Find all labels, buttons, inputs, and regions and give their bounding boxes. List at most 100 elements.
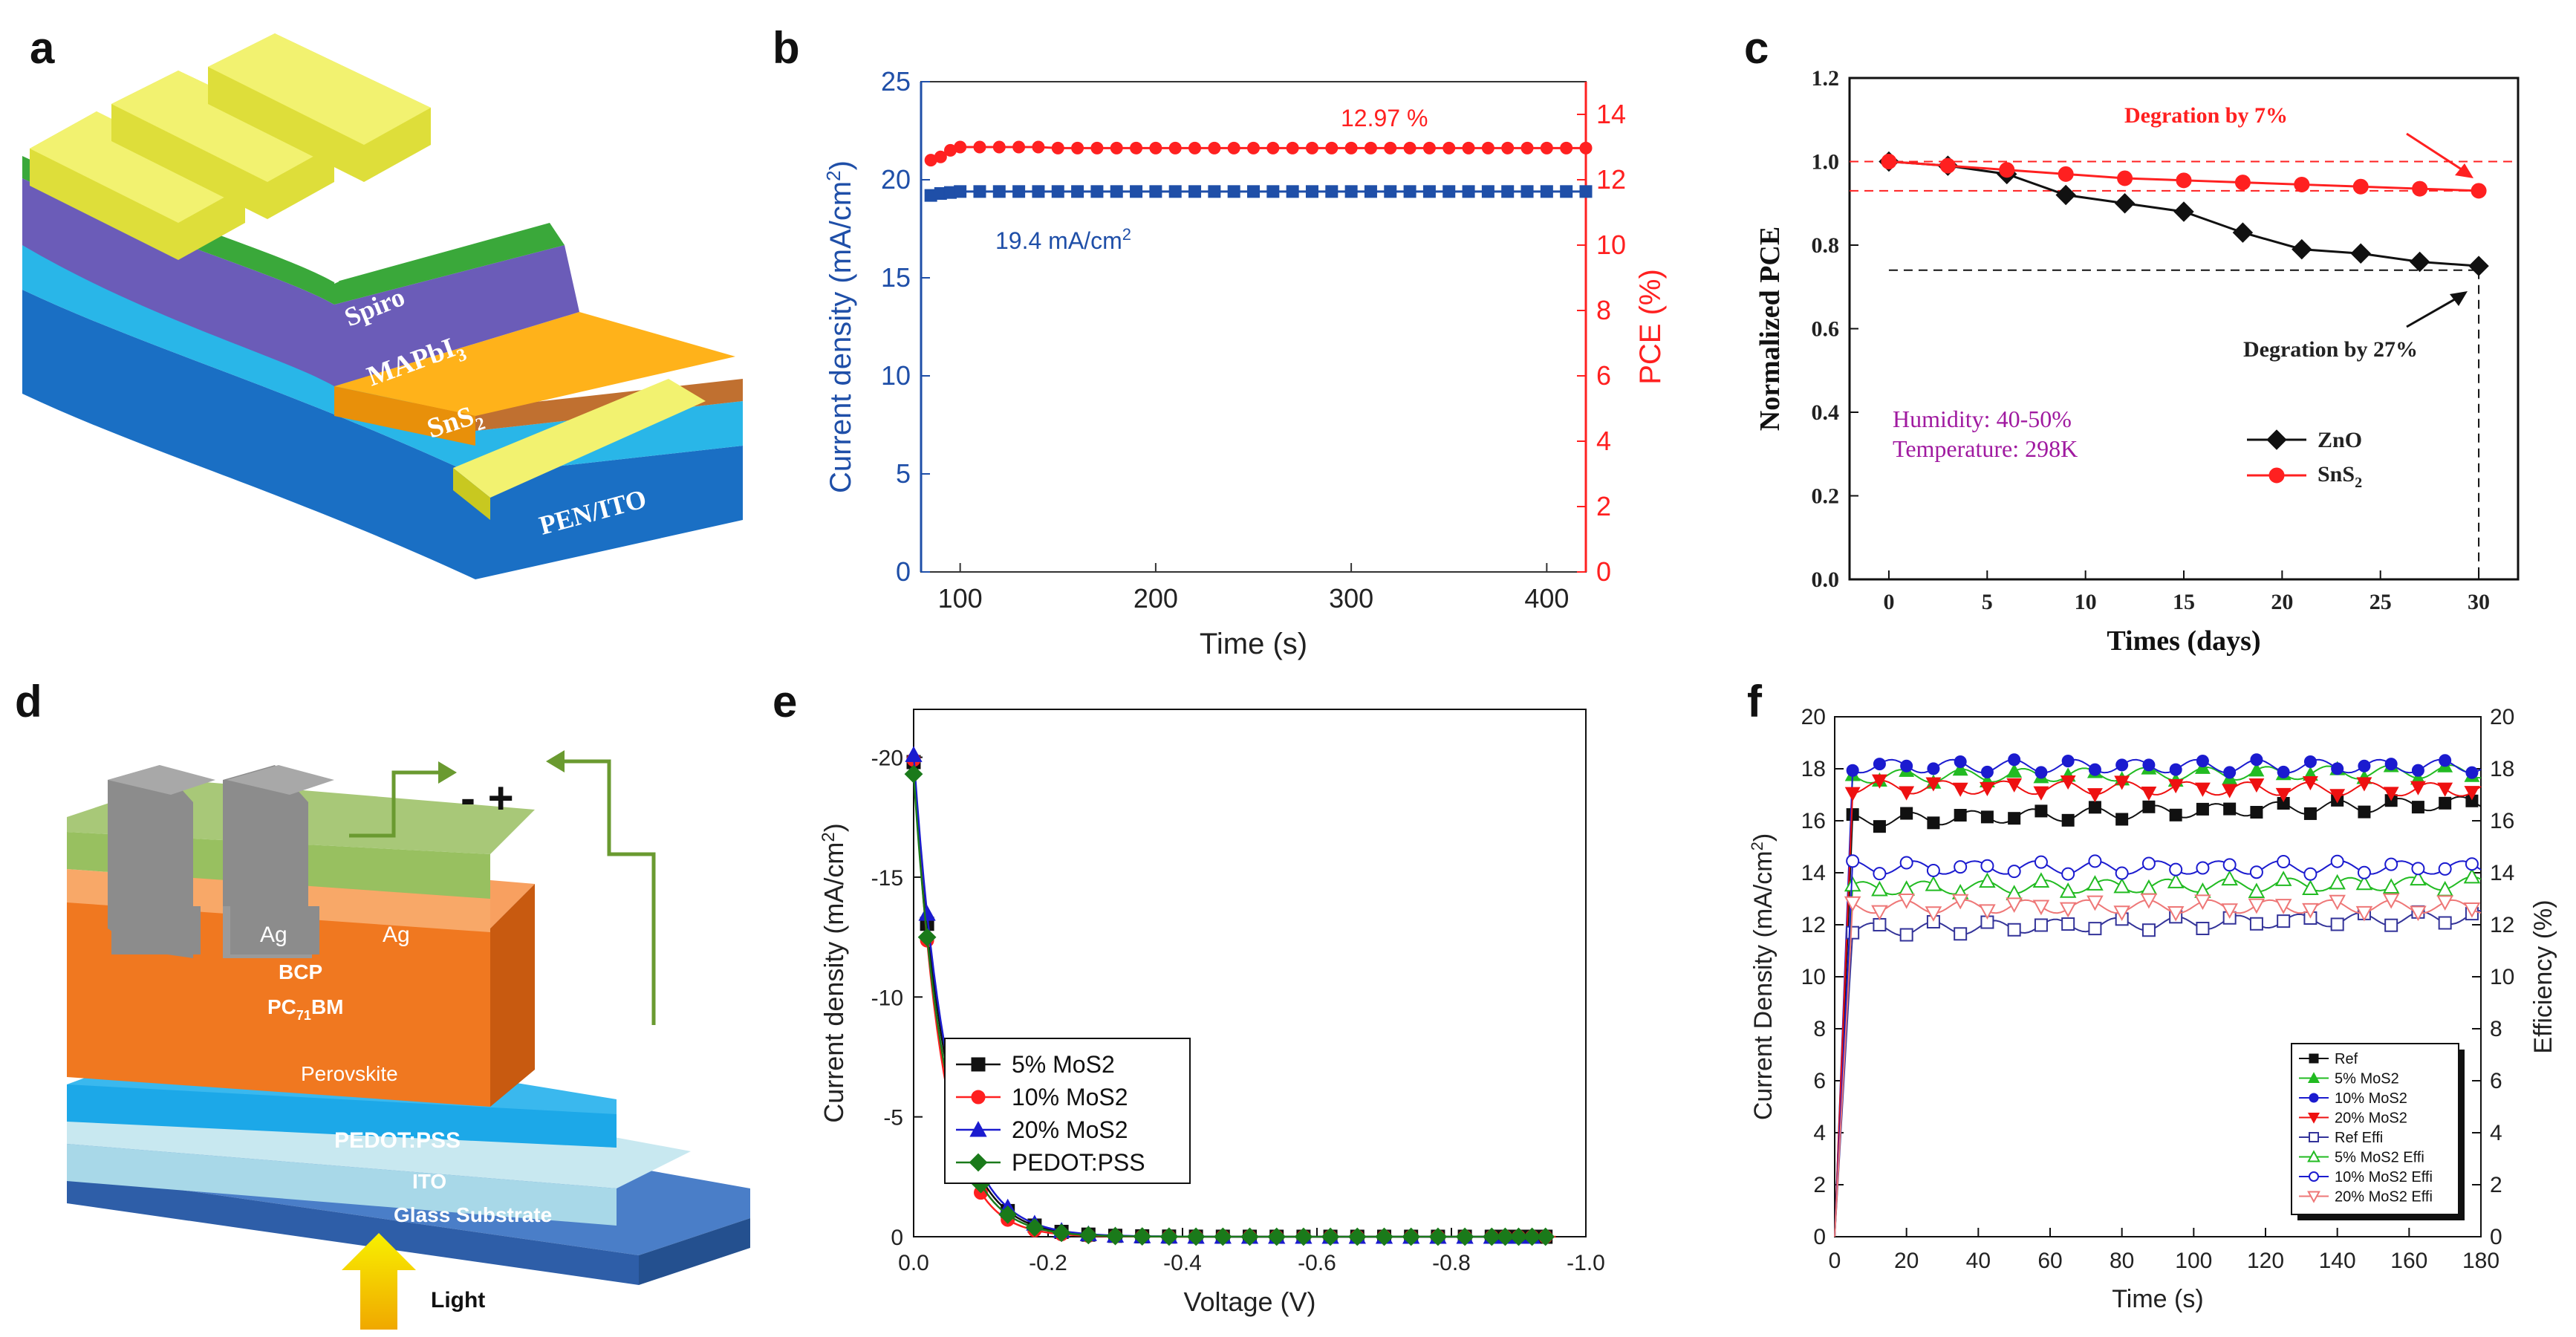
data-point xyxy=(1844,876,1861,892)
light-label: Light xyxy=(431,1288,485,1312)
pcbm-label-end: BM xyxy=(311,995,344,1018)
ag-label-1: Ag xyxy=(260,923,287,947)
data-point xyxy=(2232,222,2254,243)
legend-label: 10% MoS2 xyxy=(1012,1084,1128,1110)
data-point xyxy=(2006,778,2023,793)
x-tick-label: 0.0 xyxy=(898,1251,929,1275)
bcp-label: BCP xyxy=(279,960,322,983)
legend-marker xyxy=(969,1121,987,1137)
data-point xyxy=(2329,894,2346,911)
data-point xyxy=(2384,918,2398,932)
data-point xyxy=(1927,816,1940,830)
x-tick-label: 0 xyxy=(1883,590,1894,614)
y-tick-label: -20 xyxy=(871,746,903,771)
data-point xyxy=(1168,185,1182,198)
data-point xyxy=(1130,185,1143,198)
data-point xyxy=(1188,141,1202,154)
y-tick-label: 0.8 xyxy=(1812,233,1840,258)
wire-positive-arrow xyxy=(546,750,565,772)
data-point xyxy=(1939,157,1956,174)
data-point xyxy=(1422,185,1436,198)
data-point xyxy=(2169,862,2183,876)
au-bar-2-top xyxy=(111,71,334,182)
data-point xyxy=(1286,141,1299,154)
data-point xyxy=(2436,880,2453,897)
data-point xyxy=(1130,141,1143,154)
legend-label: 5% MoS2 xyxy=(1012,1051,1115,1078)
data-point xyxy=(2176,172,2192,189)
data-point xyxy=(1540,141,1553,154)
x-tick-label: 10 xyxy=(2075,590,2097,614)
data-point xyxy=(2032,872,2050,888)
legend-label: 20% MoS2 Effi xyxy=(2335,1189,2433,1206)
data-point xyxy=(1925,875,1942,891)
data-point xyxy=(1560,141,1573,154)
series-line-7 xyxy=(1834,899,2482,1237)
data-point xyxy=(2169,808,2182,822)
data-point xyxy=(1954,927,1968,941)
data-point xyxy=(973,140,986,154)
y-axis-title-main: Current Density (mA/cm xyxy=(1749,850,1777,1120)
data-point xyxy=(2331,762,2344,775)
legend-label-sns2-sub: 2 xyxy=(2355,475,2362,491)
legend-label: Ref xyxy=(2335,1051,2358,1067)
data-point xyxy=(973,185,986,198)
legend-label: 20% MoS2 xyxy=(2335,1110,2407,1127)
data-point xyxy=(1428,1227,1448,1246)
x-tick-label: 160 xyxy=(2390,1249,2427,1273)
y-axis-title-end: ) xyxy=(824,160,857,170)
y-tick-label: 0.4 xyxy=(1812,400,1840,425)
data-point xyxy=(2141,856,2156,871)
data-point xyxy=(1227,141,1240,154)
x-tick-label: -0.8 xyxy=(1432,1251,1471,1275)
data-point xyxy=(2115,813,2129,826)
y2-tick-label: 6 xyxy=(2490,1069,2502,1093)
x-axis-title: Time (s) xyxy=(1200,628,1307,660)
sns2-layer-side xyxy=(334,386,475,446)
y-axis-title-sup: 2 xyxy=(1748,842,1766,850)
y2-tick-label: 4 xyxy=(1596,426,1611,456)
legend-label-sns2-main: SnS xyxy=(2318,462,2355,487)
legend-shadow-bottom xyxy=(2297,1214,2465,1220)
data-point xyxy=(1213,1227,1232,1246)
data-point xyxy=(2248,778,2265,793)
legend-box xyxy=(2291,1043,2459,1215)
y-tick-label: 20 xyxy=(881,164,911,195)
data-point xyxy=(1579,141,1593,154)
data-point xyxy=(2411,801,2424,814)
x-tick-label: 120 xyxy=(2247,1249,2284,1273)
data-point xyxy=(2008,812,2021,825)
x-tick-label: 15 xyxy=(2173,590,2195,614)
legend-box xyxy=(944,1038,1191,1184)
pcbm-label-sub: 71 xyxy=(296,1008,311,1023)
legend-label-zno: ZnO xyxy=(2318,428,2362,452)
data-point xyxy=(2088,854,2102,868)
y-tick-label: 6 xyxy=(1813,1069,1826,1093)
glass-label: Glass Substrate xyxy=(394,1203,552,1226)
data-point xyxy=(2355,905,2373,922)
data-point xyxy=(2464,786,2480,801)
data-point xyxy=(1208,141,1221,154)
x-axis-title: Time (s) xyxy=(2112,1285,2203,1313)
y-tick-label: 18 xyxy=(1801,757,1826,781)
humidity-annotation: Humidity: 40-50% xyxy=(1893,406,2072,432)
data-point xyxy=(1286,185,1299,198)
legend-marker xyxy=(2307,1191,2320,1203)
data-point xyxy=(1979,781,1995,796)
x-tick-label: 20 xyxy=(1894,1249,1919,1273)
data-point xyxy=(1266,185,1280,198)
data-point xyxy=(2356,777,2372,792)
data-point xyxy=(1186,1227,1206,1246)
data-point xyxy=(2221,870,2238,886)
x-tick-label: -1.0 xyxy=(1567,1251,1605,1275)
y-tick-label: 14 xyxy=(1801,861,1826,885)
data-point xyxy=(2140,893,2158,909)
data-point xyxy=(2439,796,2452,810)
data-point xyxy=(2088,801,2101,814)
data-point xyxy=(1520,185,1534,198)
data-point xyxy=(1482,1227,1501,1246)
data-point xyxy=(1927,762,1940,775)
legend-marker xyxy=(2307,1113,2320,1124)
legend-marker xyxy=(2309,1171,2319,1182)
y2-tick-label: 0 xyxy=(2490,1225,2502,1249)
